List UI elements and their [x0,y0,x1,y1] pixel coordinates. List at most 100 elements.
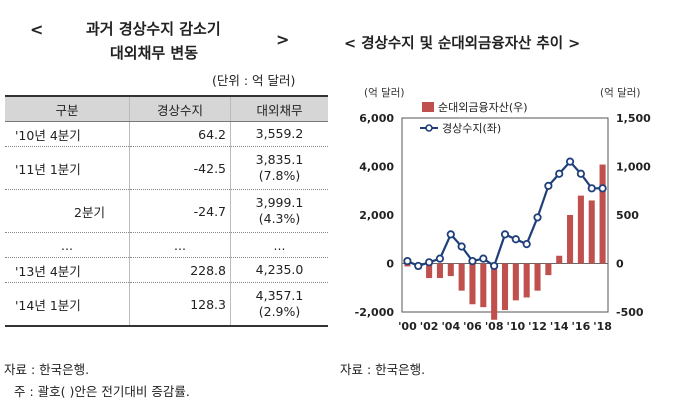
row-debt-change: (4.3%) [258,211,301,226]
chart-source: 자료 : 한국은행. [340,362,426,377]
bar-net-foreign-assets [501,263,509,311]
right-tick-label: 1,000 [616,161,651,174]
table-row: '13년 4분기 228.8 4,235.0 [5,257,328,283]
x-tick-label: '16 [572,320,591,333]
row-current-account: -42.5 [129,146,231,190]
row-debt-cell: 3,559.2 [230,121,328,147]
legend-line-marker [425,124,433,132]
debt-table: 구분 경상수지 대외채무 '10년 4분기 64.2 3,559.2 '11년 … [5,95,328,327]
bar-net-foreign-assets [556,255,563,264]
row-current-account: 128.3 [129,282,231,327]
point-current-account [533,213,542,222]
left-tick-label: 4,000 [359,161,394,174]
point-current-account [468,256,477,266]
bar-net-foreign-assets [426,263,433,279]
row-current-account: 64.2 [129,121,231,147]
point-current-account [555,169,564,178]
point-current-account [435,254,445,263]
point-current-account [598,184,607,193]
row-current-account: ... [129,232,231,258]
legend-bar-swatch [422,102,434,112]
right-tick-label: 0 [616,258,624,271]
row-debt: ... [230,232,328,258]
table-row: '10년 4분기 64.2 3,559.2 [5,121,328,147]
row-period: ... [5,232,130,258]
legend-line-label: 경상수지(좌) [442,122,501,135]
bar-net-foreign-assets [534,263,541,291]
bar-net-foreign-assets [480,263,487,308]
title-bracket-open: < [30,20,44,39]
right-tick-label: 1,500 [616,112,651,125]
bar-net-foreign-assets [599,164,606,264]
table-source: 자료 : 한국은행. [4,362,90,377]
bar-net-foreign-assets [469,263,476,305]
right-tick-label: 500 [616,209,639,222]
point-current-account [522,240,531,249]
bar-net-foreign-assets [491,263,498,320]
x-tick-label: '02 [420,320,439,333]
table-row: 2분기 -24.7 3,999.1 (4.3%) [5,189,328,233]
point-current-account [479,254,488,263]
bar-net-foreign-assets [512,263,519,301]
row-debt: 3,559.2 [255,126,304,141]
row-debt: 4,357.1 [255,288,304,303]
dual-axis-chart: (억 달러) (억 달러) 6,000 4,000 2,000 0 -2,000 1,500 1… [355,87,651,333]
x-tick-label: '08 [485,320,504,333]
x-tick-label: '06 [463,320,482,333]
row-current-account: 228.8 [129,257,231,283]
bar-net-foreign-assets [436,263,443,279]
header-debt: 대외채무 [230,95,328,122]
bar-net-foreign-assets [567,215,574,264]
bar-net-foreign-assets [545,263,552,276]
row-debt: 3,999.1 [255,195,304,210]
point-current-account [511,235,520,244]
header-period: 구분 [5,95,130,122]
x-tick-label: '18 [593,320,612,333]
point-current-account [403,256,412,266]
plot-frame [401,117,609,313]
row-period: 2분기 [5,189,130,233]
legend-bar-label: 순대외금융자산(우) [438,101,528,114]
right-tick-label: -500 [616,306,644,319]
point-current-account [490,261,499,271]
header-current-account: 경상수지 [129,95,231,122]
chart-title: < 경상수지 및 순대외금융자산 추이 > [344,36,581,52]
row-period: '14년 1분기 [5,282,130,327]
x-tick-label: '04 [441,320,460,333]
row-debt-change: (2.9%) [258,304,301,319]
right-axis-unit: (억 달러) [600,87,641,99]
row-current-account: -24.7 [129,189,231,233]
x-tick-label: '14 [550,320,569,333]
row-period: '13년 4분기 [5,257,130,283]
left-axis-unit: (억 달러) [364,87,405,99]
row-period: '11년 1분기 [5,146,130,190]
row-debt: 3,835.1 [255,152,304,167]
title-bracket-close: > [276,30,290,49]
line-current-account [406,159,603,268]
table-title-line2: 대외채무 변동 [110,44,199,62]
point-current-account [457,242,466,251]
point-current-account [425,258,434,267]
row-debt-cell: 3,835.1 (7.8%) [230,146,328,190]
left-tick-label: 0 [386,258,394,271]
bar-net-foreign-assets [523,263,530,298]
bar-net-foreign-assets [588,200,595,264]
table-row: '11년 1분기 -42.5 3,835.1 (7.8%) [5,146,328,190]
row-debt: 4,235.0 [255,262,304,277]
row-period: '10년 4분기 [5,121,130,147]
point-current-account [544,181,553,191]
point-current-account [576,169,585,178]
row-debt-cell: 4,235.0 [230,257,328,283]
table-title-line1: 과거 경상수지 감소기 [86,20,221,38]
left-tick-label: 2,000 [359,209,394,222]
point-current-account [414,261,423,271]
row-debt-cell: 4,357.1 (2.9%) [230,282,328,327]
point-current-account [500,230,510,239]
table-unit: (단위 : 억 달러) [212,73,296,88]
row-debt-change: (7.8%) [258,168,301,183]
chart-panel: < 경상수지 및 순대외금융자산 추이 > (억 달러) (억 달러) 6,000 4… [336,0,680,409]
row-debt-cell: 3,999.1 (4.3%) [230,189,328,233]
left-tick-label: 6,000 [359,112,394,125]
point-current-account [565,157,575,166]
point-current-account [446,230,455,239]
